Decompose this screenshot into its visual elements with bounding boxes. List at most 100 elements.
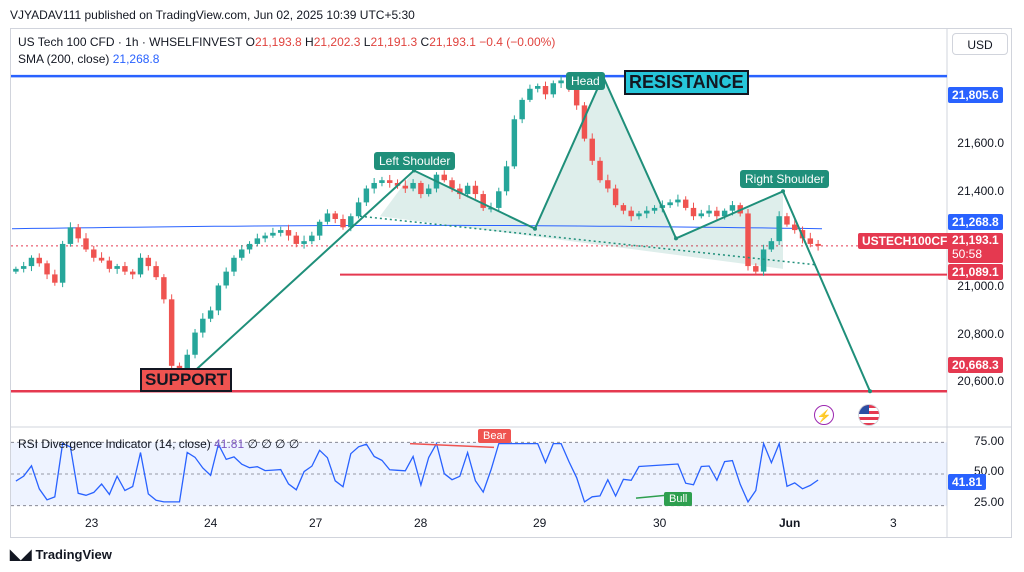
candle-body: [13, 268, 19, 272]
support-label: SUPPORT: [140, 368, 233, 392]
candle-body: [534, 86, 541, 89]
candle-body: [511, 119, 518, 167]
candle-body: [231, 257, 237, 272]
candle-body: [480, 194, 486, 208]
candle-body: [285, 230, 292, 236]
support-price-tag: 20,668.3: [948, 357, 1003, 373]
neckline-price-tag: 21,089.1: [948, 264, 1003, 280]
open-value: 21,193.8: [254, 35, 302, 49]
candle-body: [44, 263, 50, 275]
tradingview-logo[interactable]: ◣◢ TradingView: [10, 546, 112, 563]
candle-body: [168, 299, 175, 366]
candle-body: [488, 207, 494, 210]
sma-label: SMA (200, close): [18, 52, 110, 66]
candle-body: [348, 216, 354, 228]
time-tick: 24: [204, 516, 218, 530]
candle-body: [581, 105, 588, 139]
candle-body: [667, 202, 673, 206]
candle-body: [67, 227, 74, 244]
candle-body: [355, 202, 362, 217]
candle-body: [379, 180, 385, 183]
candle-body: [254, 238, 261, 244]
candle-body: [161, 277, 167, 300]
candle-body: [410, 182, 416, 189]
candle-body: [83, 238, 89, 250]
candle-body: [418, 182, 424, 195]
candle-body: [753, 266, 759, 272]
sma-price-tag: 21,268.8: [948, 214, 1003, 230]
rsi-pane: [11, 441, 947, 507]
candle-body: [28, 257, 35, 267]
pattern-fill: [380, 76, 783, 269]
candle-body: [807, 238, 814, 244]
time-tick: 3: [890, 516, 897, 530]
candle-body: [464, 185, 471, 195]
candle-body: [153, 266, 159, 278]
price-tick: 20,600.0: [957, 374, 1004, 388]
pattern-point: [781, 189, 785, 194]
candle-body: [293, 235, 300, 244]
tradingview-logo-icon: ◣◢: [10, 546, 32, 562]
low-label: L: [363, 35, 371, 49]
candle-body: [192, 332, 198, 355]
candle-body: [277, 230, 284, 233]
rsi-tick: 75.00: [973, 434, 1004, 448]
candle-body: [644, 210, 650, 214]
us-flag-icon[interactable]: [858, 404, 880, 426]
candle-body: [620, 205, 627, 211]
candle-body: [145, 257, 152, 267]
candle-body: [324, 213, 331, 222]
tradingview-brand: TradingView: [35, 547, 112, 562]
sma-line: [11, 224, 823, 230]
open-label: O: [245, 35, 255, 49]
candle-body: [527, 88, 533, 100]
lightning-icon[interactable]: ⚡: [814, 405, 834, 425]
close-label: C: [420, 35, 430, 49]
candle-body: [745, 213, 751, 267]
countdown: 50:58: [952, 247, 983, 261]
rsi-tick: 25.00: [973, 495, 1004, 509]
candle-body: [270, 232, 276, 236]
candle-body: [550, 83, 557, 95]
symbol-description: US Tech 100 CFD · 1h · WHSELFINVEST: [18, 35, 243, 49]
sma-value: 21,268.8: [112, 52, 160, 66]
candle-body: [457, 188, 463, 195]
candle-body: [402, 185, 409, 189]
candle-body: [558, 80, 564, 84]
candle-body: [729, 205, 736, 211]
candle-body: [75, 227, 81, 239]
candle-body: [114, 266, 120, 269]
last-price: 21,193.1: [952, 233, 999, 247]
candle-body: [137, 257, 144, 275]
candle-body: [200, 318, 206, 333]
candle-body: [215, 285, 222, 311]
rsi-value-tag: 41.81: [948, 474, 987, 490]
symbol-legend: US Tech 100 CFD · 1h · WHSELFINVEST O21,…: [18, 35, 555, 49]
pattern-point: [868, 389, 872, 394]
publisher-caption: VJYADAV111 published on TradingView.com,…: [10, 8, 415, 22]
candle-body: [636, 213, 642, 217]
candle-body: [425, 188, 432, 195]
candle-body: [542, 86, 549, 95]
candle-body: [628, 210, 634, 217]
candle-body: [776, 216, 782, 242]
candle-body: [503, 166, 510, 192]
candle-body: [496, 191, 502, 208]
time-tick: 27: [309, 516, 323, 530]
candle-body: [449, 180, 455, 189]
candle-body: [612, 188, 619, 206]
candle-body: [387, 180, 393, 183]
candle-body: [332, 213, 338, 219]
bull-divergence-label: Bull: [664, 492, 693, 506]
left-shoulder-label: Left Shoulder: [374, 152, 456, 170]
rsi-value: 41.81: [214, 437, 245, 451]
candle-body: [597, 160, 603, 181]
candle-body: [301, 241, 307, 244]
candle-body: [589, 138, 595, 161]
currency-button[interactable]: USD: [952, 33, 1008, 55]
candle-body: [316, 221, 323, 236]
rsi-line: [15, 441, 819, 504]
price-tick: 20,800.0: [957, 327, 1004, 341]
rsi-extra: ∅ ∅ ∅ ∅: [247, 437, 300, 451]
